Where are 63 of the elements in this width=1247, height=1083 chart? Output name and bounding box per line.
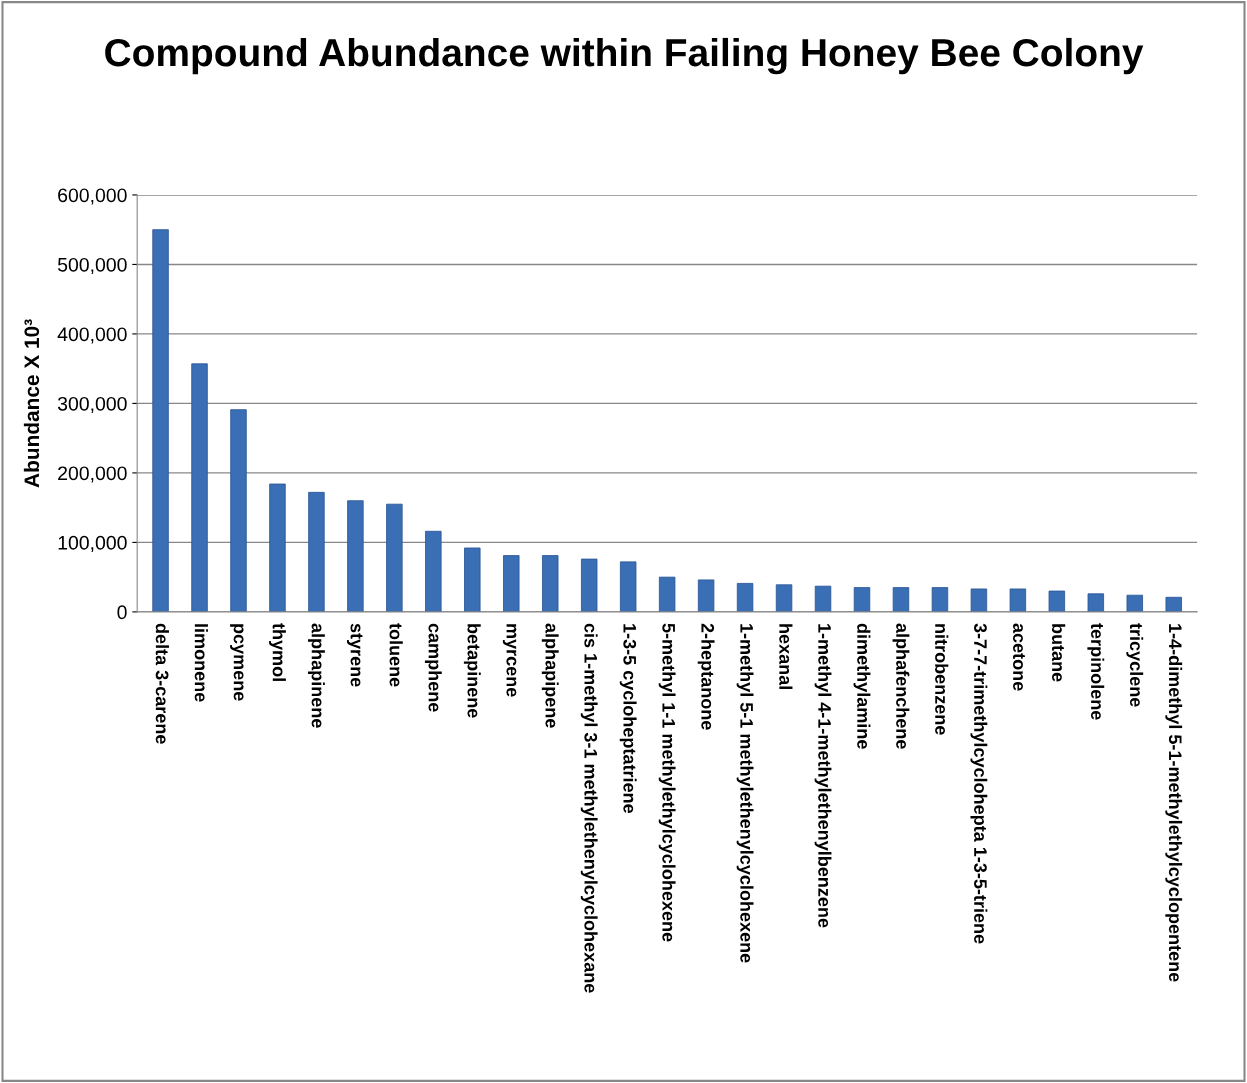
x-tick-label: 1-3-5 cycloheptatriene [619, 624, 637, 814]
bar [1009, 588, 1027, 612]
x-tick-label: pcymene [230, 624, 244, 701]
bar [736, 582, 754, 612]
bar [503, 555, 520, 612]
bar [425, 530, 442, 612]
bar [230, 409, 247, 612]
x-tick-label: 1-methyl 4-1-methylethenylbenzene [814, 624, 832, 928]
y-tick-label: 0 [117, 605, 127, 620]
bar [1126, 594, 1143, 612]
x-tick-label: myrcene [502, 624, 517, 697]
x-tick-label: toluene [389, 623, 403, 687]
y-tick-label: 100,000 [58, 535, 127, 552]
bar [1087, 593, 1105, 612]
bar [152, 229, 169, 612]
x-tick-label: betapinene [463, 624, 481, 718]
bar [464, 547, 481, 612]
x-tick-label: styrene [346, 623, 363, 687]
x-tick-label: alphafenchene [892, 623, 910, 749]
bar [970, 588, 988, 612]
bar [1048, 590, 1066, 612]
x-tick-label: 3-7-7-trimethylcyclohepta 1-3-5-triene [970, 623, 988, 944]
x-tick-label: acetone [1013, 623, 1025, 691]
x-tick-label: nitrobenzene [935, 624, 949, 735]
bar [814, 585, 832, 612]
bar [386, 503, 403, 612]
y-tick-label: 400,000 [57, 327, 127, 344]
x-tick-label: cis 1-methyl 3-1 methylethenylcyclohexane [580, 623, 598, 993]
x-tick-label: limonene [194, 624, 208, 702]
x-tick-label: camphene [424, 623, 442, 712]
y-tick-label: 300,000 [57, 396, 127, 413]
y-tick-label: 500,000 [57, 257, 127, 274]
x-tick-label: hexanal [779, 624, 793, 689]
bar [619, 561, 637, 612]
y-axis-title: Abundance X 10³ [23, 319, 40, 488]
x-tick-label: alphapinene [308, 623, 325, 728]
x-tick-label: 2-heptanone [697, 623, 715, 730]
x-tick-label: butane [1051, 624, 1066, 682]
bar [308, 491, 325, 612]
y-tick-label: 600,000 [58, 188, 127, 205]
bar [931, 587, 949, 612]
bar [892, 587, 910, 612]
x-tick-label: thymol [269, 623, 286, 681]
x-tick-label: tricyclene [1126, 623, 1144, 707]
x-tick-label: alphapipene [541, 623, 559, 728]
bar [269, 483, 286, 612]
bar [580, 558, 598, 612]
bar [542, 555, 559, 612]
x-tick-label: 5-methyl 1-1 methylethylcyclohexene [658, 623, 676, 942]
x-tick-label: terpinolene [1087, 623, 1105, 720]
bar [775, 584, 793, 612]
x-tick-label: dimethylamine [853, 623, 871, 749]
bar [658, 576, 676, 612]
x-tick-label: 1-methyl 5-1 methylethenylcyclohexene [736, 624, 754, 963]
x-tick-label: delta 3-carene [155, 623, 169, 744]
bar [191, 363, 208, 612]
chart-title: Compound Abundance within Failing Honey Bee Colony [105, 37, 1144, 75]
bar [697, 579, 715, 612]
bar [1165, 596, 1182, 612]
y-tick-label: 200,000 [58, 466, 127, 483]
bar [347, 500, 364, 612]
bar [853, 587, 871, 612]
x-tick-label: 1-4-dimethyl 5-1-methylethylcyclopentene [1165, 624, 1183, 982]
